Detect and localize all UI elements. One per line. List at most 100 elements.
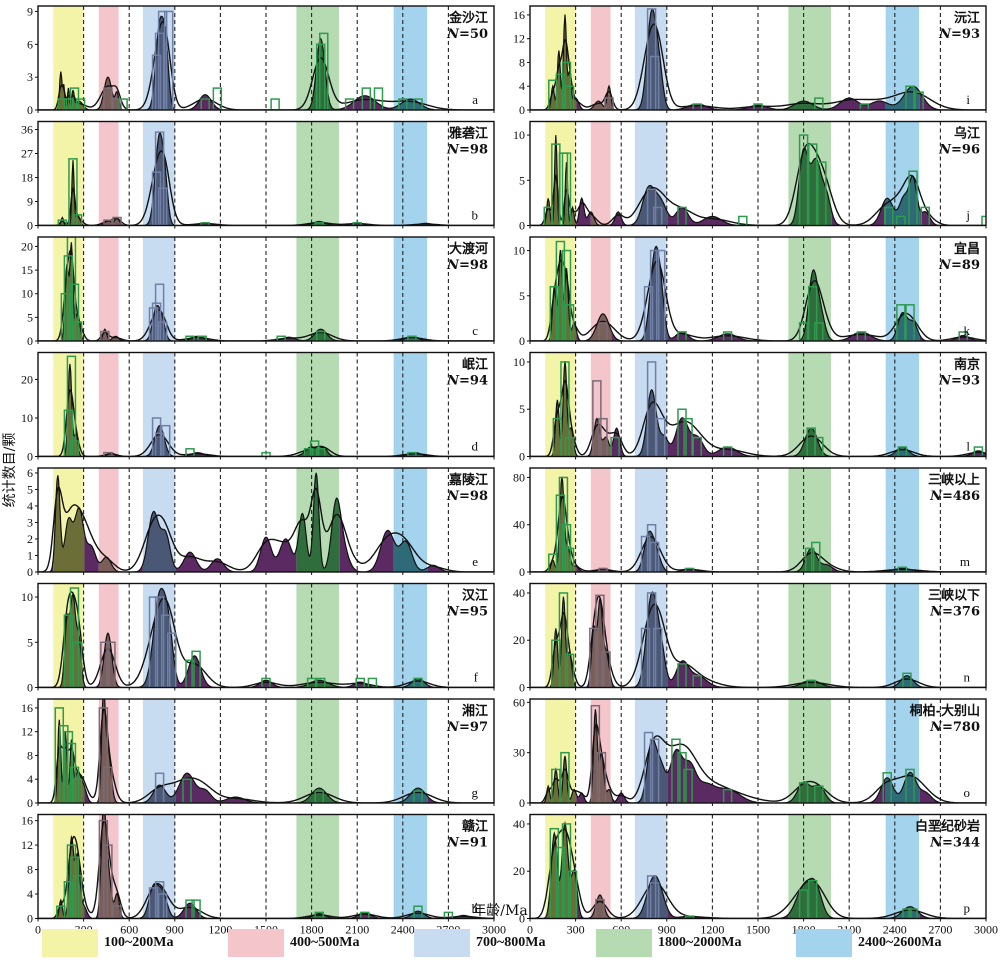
histogram-bar (66, 237, 77, 341)
kde-segment (667, 417, 789, 457)
kde-segment (38, 559, 54, 572)
histogram-bar (344, 98, 355, 110)
x-tick-label: 600 (120, 923, 138, 937)
x-tick-label: 900 (658, 923, 676, 937)
y-tick-label: 18 (21, 171, 33, 185)
y-tick-label: 6 (27, 466, 33, 480)
y-tick-label: 5 (519, 289, 525, 303)
y-tick-label: 9 (27, 195, 33, 209)
panel-i: 0 4 8 12 16 沅江N=93 i (513, 5, 987, 117)
histogram-bar (692, 674, 702, 688)
kde-curve (530, 135, 986, 226)
kde-segment (545, 135, 577, 226)
kde-segment (611, 792, 635, 803)
histogram-bar (182, 778, 192, 803)
histogram-bar (63, 98, 74, 110)
y-tick-label: 27 (21, 147, 33, 161)
histogram-bar (407, 451, 417, 457)
kde-segment (545, 250, 577, 341)
kde-segment (667, 749, 789, 803)
histogram-bar (75, 98, 86, 110)
x-tick-label: 2700 (928, 923, 952, 937)
kde-segment (576, 882, 591, 919)
panel-n: N=376 (929, 605, 980, 620)
panel-letter: a (472, 92, 478, 107)
histogram-bar (261, 451, 271, 457)
y-tick-label: 3 (27, 515, 33, 529)
age-band-5 (885, 583, 920, 688)
y-tick-label: 12 (21, 725, 33, 739)
histogram-bar (601, 651, 611, 688)
kde-segment (634, 185, 668, 226)
x-tick-label: 0 (527, 923, 533, 937)
histogram-bar (652, 627, 663, 688)
y-tick-label: 0 (27, 219, 33, 233)
y-tick-label: 0 (27, 450, 33, 464)
kde-segment (634, 389, 668, 457)
histogram-bar (407, 335, 417, 341)
age-band-5 (393, 237, 428, 341)
kde-segment (142, 785, 176, 803)
legend-label-band-1: 100~200Ma (104, 935, 174, 950)
histogram-bar (276, 335, 286, 341)
panel-title: 桐柏-大别山 (910, 703, 980, 719)
kde-segment (175, 773, 297, 803)
histogram-bar (560, 361, 570, 457)
histogram-bar (902, 908, 912, 919)
legend-swatch-band-5 (796, 929, 852, 957)
histogram-bar (649, 55, 660, 110)
histogram-bar (167, 632, 177, 688)
legend-swatch-band-4 (596, 929, 652, 957)
kde-segment (53, 475, 85, 572)
legend-item-band-4: 1800~2000Ma (596, 928, 742, 958)
histogram-bar (413, 677, 423, 688)
x-tick-label: 0 (35, 923, 41, 937)
y-tick-label: 0 (27, 796, 33, 810)
age-band-4 (788, 6, 831, 110)
histogram-bar (63, 881, 74, 919)
kde-segment (84, 532, 99, 572)
y-tick-label: 5 (519, 173, 525, 187)
y-tick-label: 0 (519, 450, 525, 464)
age-band-5 (393, 583, 428, 688)
histogram-bar (555, 494, 566, 572)
y-tick-label: 0 (27, 103, 33, 117)
legend-swatch-band-2 (228, 929, 284, 957)
panel-k: 0 5 10 宜昌N=89 k (513, 236, 987, 348)
pdp-curve (530, 23, 986, 110)
legend-label-band-3: 700~800Ma (476, 935, 546, 950)
histogram-bar (610, 436, 620, 457)
histogram-bar (57, 98, 68, 110)
panel-letter: g (472, 785, 479, 800)
histogram-bar (555, 73, 566, 110)
pdp-curve (530, 495, 986, 572)
panel-title: 湘江 (462, 703, 488, 719)
y-tick-label: 10 (21, 287, 33, 301)
x-tick-label: 3000 (482, 923, 506, 937)
panel-title: 沅江 (954, 10, 980, 26)
kde-segment (545, 756, 577, 803)
y-tick-label: 16 (21, 814, 33, 828)
age-band-2 (590, 121, 611, 226)
kde-segment (142, 425, 176, 457)
age-band-2 (98, 237, 119, 341)
y-tick-label: 16 (513, 8, 525, 22)
legend-label-band-5: 2400~2600Ma (858, 935, 942, 950)
pdp-curve (38, 819, 494, 919)
histogram-bar (981, 215, 986, 226)
kde-area (530, 8, 986, 110)
age-band-4 (296, 583, 339, 688)
histogram-bar (798, 782, 809, 803)
histogram-bar (549, 827, 560, 919)
kde-curve (38, 472, 494, 572)
histogram-bar (98, 819, 109, 919)
kde-area (530, 820, 986, 919)
y-tick-label: 1 (27, 548, 33, 562)
kde-curve (530, 245, 986, 341)
histogram-bar (154, 881, 165, 919)
panel-letter: f (474, 670, 479, 685)
